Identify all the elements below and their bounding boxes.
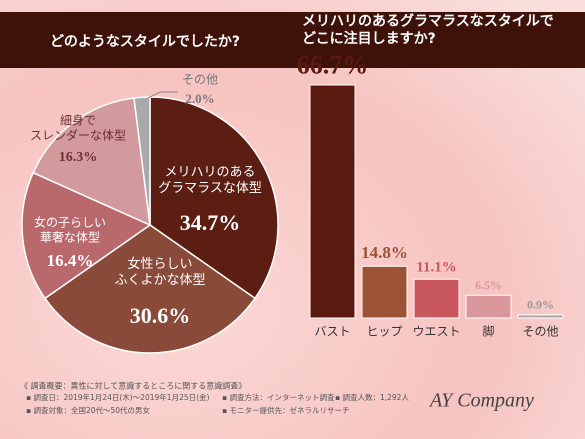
- slice-value: 34.7%: [180, 210, 241, 235]
- footer-item: ▪ 調査対象：全国20代〜50代の男女: [26, 405, 151, 415]
- x-tick-label: その他: [522, 325, 558, 339]
- logo: AY Company: [428, 390, 534, 412]
- footer-item: ▪ 調査人数：1,292人: [335, 392, 409, 402]
- footer-item: ▪ 調査方法：インターネット調査: [222, 392, 335, 402]
- header-band: [0, 12, 585, 68]
- slice-label: 女性らしいふくよかな体型: [114, 255, 205, 287]
- x-tick-label: 脚: [482, 324, 494, 339]
- slice-value: 16.4%: [47, 251, 94, 270]
- pie-slice: [149, 96, 279, 300]
- x-tick-label: ヒップ: [366, 325, 402, 339]
- bar-value: 6.5%: [475, 278, 502, 292]
- slice-value: 30.6%: [130, 303, 191, 328]
- leader-line: [147, 91, 178, 99]
- footer-heading: 《 調査概要：異性に対して意識するところに関する意識調査》: [20, 381, 246, 391]
- bar: [309, 84, 356, 319]
- bar-value: 11.1%: [416, 260, 456, 276]
- bar-title: メリハリのあるグラマラスなスタイルでどこに注目しますか?: [302, 12, 554, 47]
- bar: [465, 294, 512, 319]
- x-tick-label: バスト: [314, 325, 350, 339]
- bar-value: 14.8%: [361, 243, 408, 262]
- footer-item: ▪ モニター提供先：ゼネラルリサーチ: [222, 405, 349, 415]
- pie-slice: [44, 224, 256, 354]
- slice-value: 2.0%: [185, 91, 214, 106]
- bar: [517, 314, 564, 319]
- pie-title: どのようなスタイルでしたか?: [50, 34, 240, 50]
- slice-label: その他: [182, 73, 218, 87]
- slice-value: 16.3%: [59, 150, 98, 165]
- bar: [413, 278, 460, 319]
- slice-label: 細身でスレンダーな体型: [30, 112, 126, 142]
- pie-slice: [32, 97, 151, 227]
- bar-value: 0.9%: [527, 297, 554, 311]
- x-tick-label: ウエスト: [412, 325, 460, 339]
- slice-label: 女の子らしい華奢な体型: [34, 214, 106, 244]
- footer-item: ▪ 調査日：2019年1月24日(木)〜2019年1月25日(金): [26, 392, 210, 402]
- bar-value: 66.7%: [297, 50, 369, 79]
- slice-label: メリハリのあるグラマラスな体型: [158, 164, 262, 195]
- pie-slice: [21, 171, 152, 300]
- bar: [361, 265, 408, 319]
